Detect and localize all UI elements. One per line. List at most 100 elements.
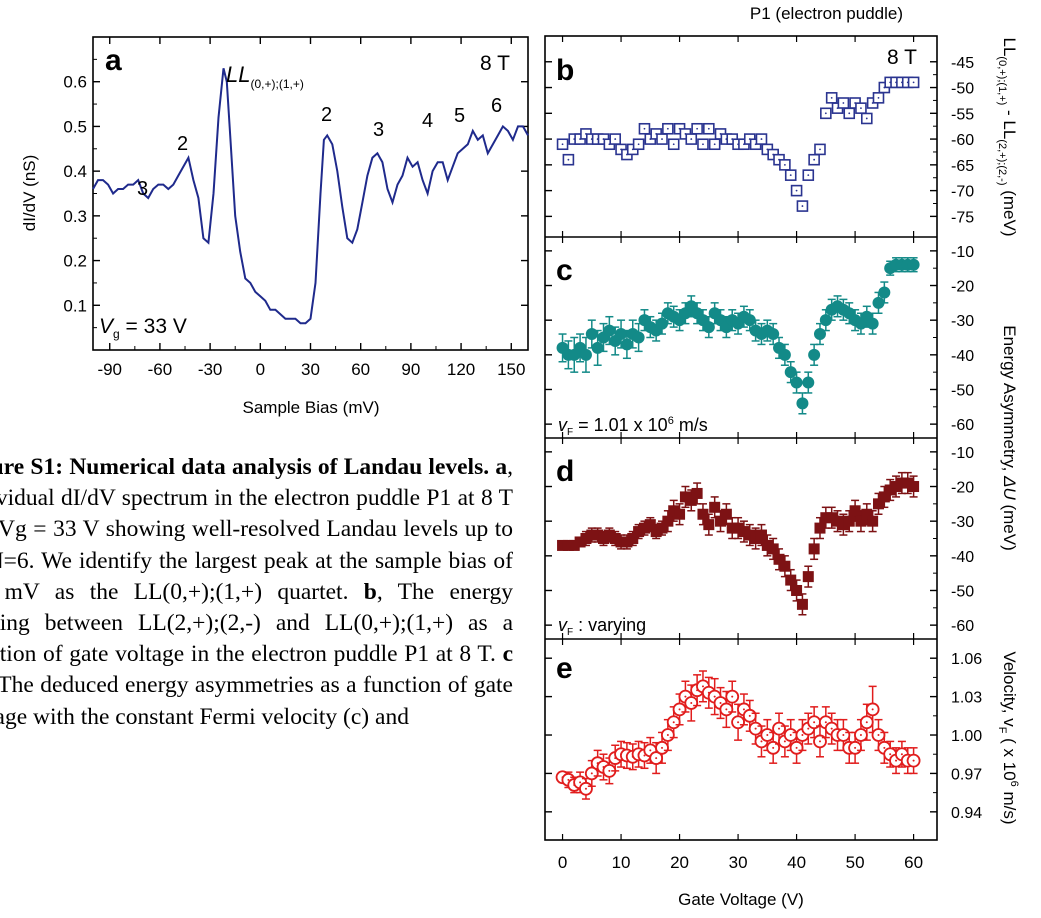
panel-b-point-dot xyxy=(713,143,716,146)
panel-a-ytick-label: 0.2 xyxy=(63,252,87,271)
panel-b-ytick-label: -55 xyxy=(951,106,974,123)
panel-e-point-dot xyxy=(760,740,763,743)
panel-b-point-dot xyxy=(702,143,704,146)
panel-d-point xyxy=(615,536,627,548)
peak-number: 6 xyxy=(491,95,502,117)
panel-d-point xyxy=(867,515,879,527)
panel-a-gate-val: = 33 V xyxy=(120,315,187,338)
panel-d-point xyxy=(826,512,838,524)
panel-b-ytick-label: -70 xyxy=(951,184,974,201)
panel-d-point xyxy=(744,529,756,541)
panel-a-ytick-label: 0.4 xyxy=(63,162,87,181)
panel-e-ytick-label: 0.97 xyxy=(951,766,982,783)
panel-d-ytick-label: -50 xyxy=(951,583,974,600)
panel-d-point xyxy=(679,491,691,503)
panel-d-point xyxy=(761,539,773,551)
panel-c-label: c xyxy=(556,254,573,287)
panel-e-xlabel: Gate Voltage (V) xyxy=(678,890,804,909)
panel-e-point-dot xyxy=(871,708,874,711)
panel-a-xtick-label: 0 xyxy=(256,360,265,379)
panel-d-vf-val: : varying xyxy=(573,615,646,635)
panel-b-point-dot xyxy=(789,174,792,177)
panel-d-point xyxy=(650,526,662,538)
panel-c-point xyxy=(796,397,809,410)
panel-a-field-label: 8 T xyxy=(480,52,510,75)
panel-c-vf-sym: v xyxy=(558,415,568,435)
panel-d-points xyxy=(557,471,920,616)
panel-b-point-dot xyxy=(567,158,570,161)
panel-c-point xyxy=(790,376,803,389)
panel-e-xtick-label: 30 xyxy=(729,853,748,872)
panel-d-point xyxy=(662,515,674,527)
panel-d-point xyxy=(820,512,832,524)
panel-a-gate-label: Vg = 33 V xyxy=(99,315,187,341)
panel-d-point xyxy=(814,522,826,534)
panel-c-vf-val: = 1.01 x 10 xyxy=(573,415,668,435)
panel-e-point-dot xyxy=(824,721,827,724)
panel-d-point xyxy=(837,519,849,531)
panel-e-point-dot xyxy=(801,734,804,737)
panel-b-point-dot xyxy=(666,127,669,130)
panel-e-ytick-label: 1.06 xyxy=(951,651,982,668)
panel-d-point xyxy=(861,508,873,520)
panel-e-point-dot xyxy=(748,714,751,717)
panel-b-point-dot xyxy=(877,96,880,99)
panel-e-point-dot xyxy=(778,727,781,730)
panel-d-point xyxy=(633,526,645,538)
panel-b-points xyxy=(556,76,920,212)
panel-d-point xyxy=(896,477,908,489)
panel-d-point xyxy=(832,515,844,527)
panel-e-point-dot xyxy=(830,727,833,730)
panel-d-vf-sub: F xyxy=(567,627,573,638)
panel-e-point-dot xyxy=(731,695,734,698)
panel-d-point xyxy=(755,529,767,541)
panel-d-ytick-label: -30 xyxy=(951,514,974,531)
panel-c-ytick-label: -10 xyxy=(951,244,974,261)
panel-c-vf-label: vF = 1.01 x 106 m/s xyxy=(558,415,708,438)
panel-d-point xyxy=(802,571,814,583)
panel-b-ytick-label: -60 xyxy=(951,132,974,149)
panel-b-point-dot xyxy=(696,127,699,130)
stacked-panels-ticks: -75 -70 -65 -60 -55 -50 -45 -60 -50 -40 -30 -20 -10 -… xyxy=(545,36,982,872)
panel-d-point xyxy=(703,519,715,531)
caption-label-b: b xyxy=(363,578,377,605)
panel-a-gate-sub: g xyxy=(113,327,120,341)
panel-d-ytick-label: -40 xyxy=(951,549,974,566)
panel-a-ytick-label: 0.6 xyxy=(63,73,87,92)
panel-d-point xyxy=(791,584,803,596)
panel-e-point-dot xyxy=(742,708,745,711)
panel-d-point xyxy=(849,505,861,517)
panel-d-point xyxy=(796,598,808,610)
caption-label-cd: c - d xyxy=(502,641,513,668)
panel-e-point-dot xyxy=(649,749,652,752)
panel-e-point-dot xyxy=(883,746,886,749)
panel-e-label: e xyxy=(556,652,573,685)
panel-e-point-dot xyxy=(900,753,903,756)
panel-d-ytick-label: -20 xyxy=(951,480,974,497)
panel-b-point-dot xyxy=(760,138,763,140)
panel-e-points xyxy=(555,670,921,800)
panel-d-point xyxy=(785,574,797,586)
panel-e-point-dot xyxy=(666,734,669,737)
panel-b-point-dot xyxy=(860,107,862,110)
panel-e-point-dot xyxy=(783,740,786,743)
panel-a-peak-label: LL(0,+);(1,+) xyxy=(226,62,304,91)
panel-d-point xyxy=(726,522,738,534)
panel-c-points xyxy=(556,257,920,415)
panel-e-xtick-label: 40 xyxy=(787,853,806,872)
panel-a-label: a xyxy=(105,44,122,77)
panel-c-point xyxy=(907,258,920,271)
caption-text-b: , The energy spacing between LL(2,+);(2,… xyxy=(0,578,514,668)
panel-d-point xyxy=(884,484,896,496)
panel-e-point-dot xyxy=(772,746,775,749)
panel-d-point xyxy=(908,481,920,493)
panel-a-ytick-label: 0.3 xyxy=(63,207,87,226)
panel-d-point xyxy=(732,522,744,534)
panel-a-ticks: -90 -60 -30 0 30 60 90 120 150 0.1 0.2 0.3 0.4 0.5 0.6 xyxy=(63,37,528,379)
panel-b-point-dot xyxy=(813,158,816,161)
panel-cd-ylabel: Energy Asymmetry, ΔU (meV) xyxy=(1000,325,1019,551)
panel-e-xtick-label: 20 xyxy=(670,853,689,872)
panel-d-point xyxy=(674,508,686,520)
panel-e-point-dot xyxy=(842,734,845,737)
panel-a-ytick-label: 0.1 xyxy=(63,296,87,315)
